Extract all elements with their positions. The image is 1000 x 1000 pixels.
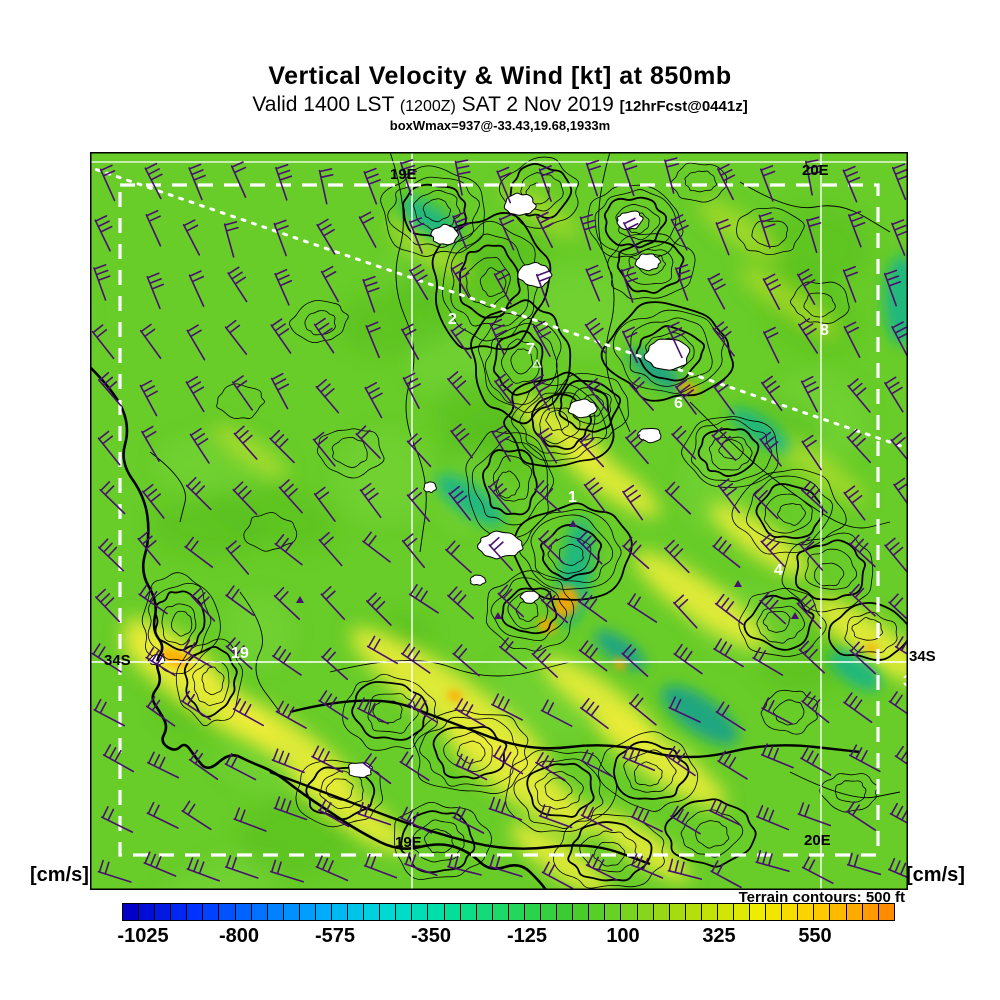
colorbar-tick-label: 100 <box>606 925 640 947</box>
cross-section-line <box>84 164 912 451</box>
colorbar-cell <box>878 904 894 920</box>
colorbar-cell <box>766 904 783 920</box>
colorbar-cell <box>541 904 558 920</box>
waypoint-label: 19 <box>231 645 249 662</box>
colorbar-cell <box>428 904 445 920</box>
grid-label: 20E <box>802 162 829 179</box>
units-label-right: [cm/s] <box>906 864 965 886</box>
units-label-left: [cm/s] <box>30 864 89 886</box>
colorbar-cell <box>364 904 381 920</box>
colorbar-cell <box>283 904 300 920</box>
colorbar-cell <box>412 904 429 920</box>
colorbar-tick-label: -575 <box>314 925 356 947</box>
colorbar-cell <box>862 904 879 920</box>
grid-label: 19E <box>390 166 417 183</box>
colorbar-cell <box>637 904 654 920</box>
colorbar-cell <box>557 904 574 920</box>
waypoint-label: 8 <box>820 322 829 339</box>
colorbar-tick-label: 550 <box>798 925 832 947</box>
page-title: Vertical Velocity & Wind [kt] at 850mb <box>268 62 732 90</box>
waypoint-triangle <box>296 596 304 603</box>
waypoint-triangle <box>569 520 577 527</box>
colorbar-cell <box>701 904 718 920</box>
colorbar-cell <box>653 904 670 920</box>
colorbar-cell <box>846 904 863 920</box>
valid-time-line: Valid 1400 LST (1200Z) SAT 2 Nov 2019 [1… <box>0 93 1000 117</box>
colorbar-tick-label: 325 <box>702 925 736 947</box>
latitude-label-right: 34S <box>909 648 936 665</box>
waypoint-triangle <box>791 612 799 619</box>
colorbar-cell <box>203 904 220 920</box>
colorbar-cell <box>380 904 397 920</box>
colorbar-tick-label: -800 <box>218 925 260 947</box>
waypoint-triangle <box>734 580 742 587</box>
waypoint-triangle <box>494 612 502 619</box>
colorbar-cell <box>685 904 702 920</box>
colorbar-cell <box>589 904 606 920</box>
colorbar-cell <box>235 904 252 920</box>
colorbar-cell <box>492 904 509 920</box>
colorbar-cell <box>267 904 284 920</box>
colorbar-cell <box>460 904 477 920</box>
colorbar-cell <box>396 904 413 920</box>
colorbar-cell <box>251 904 268 920</box>
colorbar-cell <box>621 904 638 920</box>
colorbar-cell <box>332 904 349 920</box>
colorbar-cell <box>139 904 156 920</box>
colorbar-cell <box>123 904 140 920</box>
colorbar-cell <box>155 904 172 920</box>
waypoint-label: 7 <box>526 341 535 358</box>
colorbar-tick-label: -125 <box>506 925 548 947</box>
colorbar-cell <box>315 904 333 920</box>
colorbar-cell <box>717 904 734 920</box>
forecast-note: [12hrFcst@0441z] <box>619 98 748 115</box>
colorbar-cell <box>669 904 686 920</box>
colorbar-tick-label: -1025 <box>117 925 169 947</box>
waypoint-label: 4 <box>774 562 783 579</box>
colorbar-cell <box>476 904 493 920</box>
colorbar-cell <box>348 904 365 920</box>
valid-time-main: Valid 1400 LST <box>252 93 400 116</box>
colorbar-cell <box>508 904 525 920</box>
colorbar-cell <box>733 904 751 920</box>
colorbar-cell <box>573 904 590 920</box>
terrain-contour-note: Terrain contours: 500 ft <box>738 889 905 906</box>
waypoint-label: 2 <box>448 311 457 328</box>
wmax-note: boxWmax=937@-33.43,19.68,1933m <box>389 118 611 133</box>
valid-time-z: (1200Z) <box>399 98 456 115</box>
colorbar-cell <box>798 904 815 920</box>
coastline <box>89 366 548 891</box>
map-border <box>90 152 908 890</box>
wind-barbs <box>91 157 926 890</box>
colorbar-cell <box>219 904 236 920</box>
colorbar-cell <box>830 904 847 920</box>
colorbar-cell <box>187 904 204 920</box>
valid-time-date: SAT 2 Nov 2019 <box>455 93 620 116</box>
colorbar-cell <box>782 904 799 920</box>
colorbar-cell <box>171 904 188 920</box>
waypoint-triangle <box>532 358 542 368</box>
domain-box <box>118 183 880 857</box>
colorbar-cell <box>814 904 831 920</box>
colorbar <box>122 903 895 921</box>
map-canvas: 19E 20E 19E 20E 34S 1 2 7 6 8 4 19 3 <box>0 151 929 926</box>
waypoint-label: 1 <box>568 489 577 506</box>
colorbar-tick-label: -350 <box>410 925 452 947</box>
waypoint-label: 6 <box>674 395 683 412</box>
grid-label: 19E <box>395 834 422 851</box>
colorbar-cell <box>750 904 767 920</box>
grid-label: 20E <box>804 832 831 849</box>
colorbar-cell <box>299 904 316 920</box>
colorbar-cell <box>444 904 461 920</box>
colorbar-cell <box>524 904 542 920</box>
grid-label: 34S <box>104 652 131 669</box>
colorbar-cell <box>605 904 622 920</box>
